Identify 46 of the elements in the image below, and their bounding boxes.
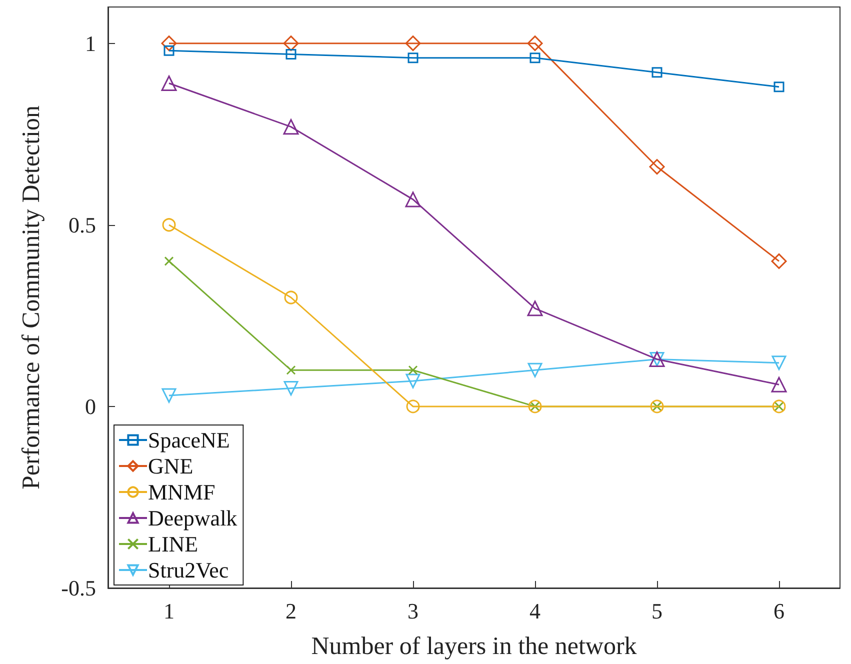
legend-label: LINE xyxy=(148,532,198,556)
x-tick-label: 2 xyxy=(286,598,296,624)
legend-label: MNMF xyxy=(148,480,216,504)
point xyxy=(649,159,665,175)
point xyxy=(774,82,784,92)
point xyxy=(527,300,543,316)
y-axis-title: Performance of Community Detection xyxy=(18,105,45,490)
point xyxy=(771,376,787,392)
point xyxy=(408,365,418,375)
point xyxy=(161,36,177,52)
y-tick-label: 1 xyxy=(85,30,96,56)
point xyxy=(283,36,299,52)
x-tick-label: 1 xyxy=(164,598,174,624)
point xyxy=(408,52,418,64)
point xyxy=(405,36,421,52)
x-tick-label: 3 xyxy=(408,598,418,624)
point xyxy=(283,119,299,135)
legend-label: GNE xyxy=(148,454,194,478)
legend-label: SpaceNE xyxy=(148,428,230,452)
point xyxy=(284,381,298,396)
point xyxy=(286,48,296,60)
x-axis-title: Number of layers in the network xyxy=(311,633,638,660)
x-tick-label: 4 xyxy=(530,598,540,624)
point xyxy=(405,192,421,208)
legend-label: Stru2Vec xyxy=(148,558,229,582)
point xyxy=(652,67,662,78)
point xyxy=(162,218,176,232)
point xyxy=(771,253,787,269)
y-tick-label: -0.5 xyxy=(61,576,96,600)
point xyxy=(161,76,177,92)
point xyxy=(406,400,420,414)
point xyxy=(164,256,174,266)
point xyxy=(530,52,540,64)
point xyxy=(406,374,420,388)
y-tick-label: 0.5 xyxy=(68,212,96,238)
point xyxy=(164,45,174,56)
x-tick-label: 5 xyxy=(652,598,662,624)
point xyxy=(162,388,176,403)
point xyxy=(527,36,543,52)
x-tick-label: 6 xyxy=(774,598,784,624)
y-tick-label: 0 xyxy=(85,394,96,419)
legend-label: Deepwalk xyxy=(148,506,238,530)
point xyxy=(528,362,542,378)
point xyxy=(284,290,298,304)
point xyxy=(286,365,296,375)
point xyxy=(772,356,786,370)
